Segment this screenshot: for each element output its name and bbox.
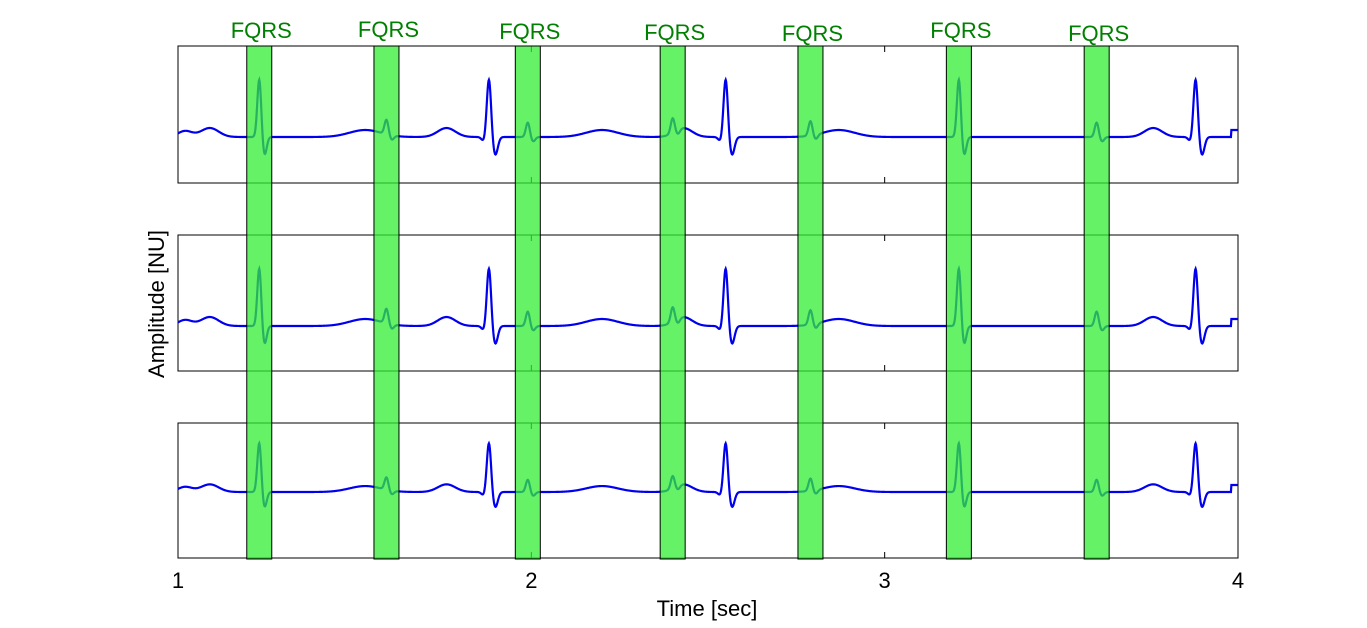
panel-2: [177, 234, 1239, 372]
panel-frame: [177, 234, 1239, 372]
fqrs-band: [246, 45, 273, 560]
fqrs-band: [514, 45, 541, 560]
ecg-trace: [177, 264, 1238, 345]
x-tick-label: 4: [1232, 568, 1244, 593]
fqrs-label: FQRS: [358, 17, 419, 42]
fqrs-highlights: FQRS FQRS FQRS FQRS FQRS FQRS FQRS: [231, 17, 1129, 560]
panel-3: [177, 422, 1239, 559]
ecg-trace: [177, 75, 1238, 156]
fqrs-band: [1083, 45, 1110, 560]
fqrs-band: [373, 45, 400, 560]
x-tick-label: 2: [525, 568, 537, 593]
fqrs-band: [945, 45, 972, 560]
x-tick-label: 1: [172, 568, 184, 593]
x-tick-label: 3: [879, 568, 891, 593]
fqrs-label: FQRS: [644, 20, 705, 45]
fqrs-label: FQRS: [1068, 21, 1129, 46]
panels: [177, 45, 1239, 559]
y-axis-label: Amplitude [NU]: [144, 230, 169, 378]
fqrs-band: [659, 45, 686, 560]
fqrs-label: FQRS: [930, 18, 991, 43]
fqrs-label: FQRS: [231, 18, 292, 43]
x-axis: 1 2 3 4: [172, 568, 1244, 593]
fqrs-label: FQRS: [782, 21, 843, 46]
panel-frame: [177, 422, 1239, 559]
fqrs-band: [797, 45, 824, 560]
panel-1: [177, 45, 1239, 184]
ecg-trace: [177, 440, 1238, 509]
x-axis-label: Time [sec]: [657, 596, 758, 621]
fqrs-label: FQRS: [499, 19, 560, 44]
panel-frame: [177, 45, 1239, 184]
